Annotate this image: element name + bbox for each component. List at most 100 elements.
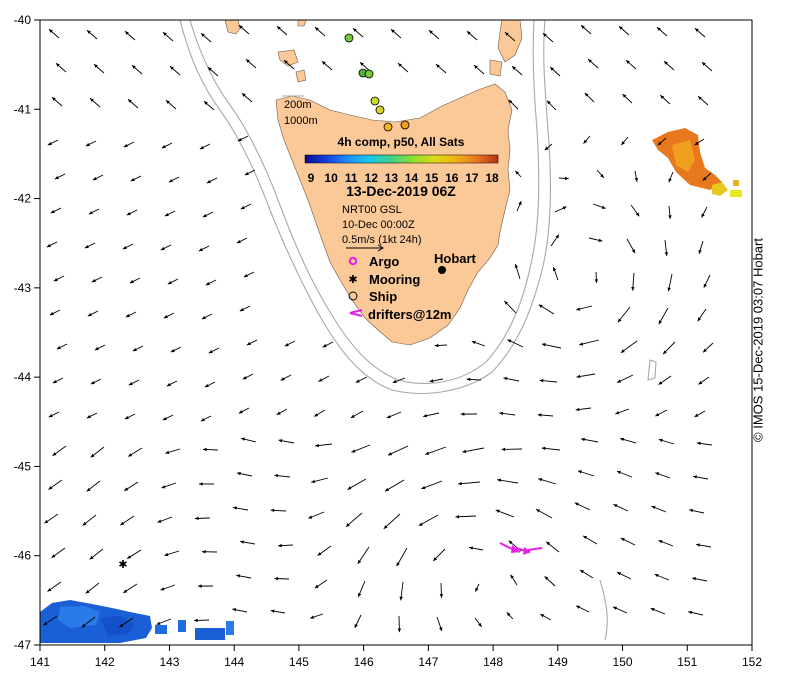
- current-arrow-head: [458, 481, 462, 486]
- current-arrow-head: [54, 175, 59, 180]
- current-arrow-head: [622, 94, 627, 98]
- current-arrow-head: [236, 574, 241, 578]
- current-arrow-head: [198, 482, 203, 486]
- current-arrow-head: [383, 525, 388, 529]
- argo-legend-item: Argo: [348, 254, 399, 269]
- current-arrow-head: [620, 437, 625, 442]
- current-arrow-head: [544, 146, 549, 151]
- current-arrow-head: [357, 559, 362, 564]
- current-arrow-head: [588, 59, 592, 63]
- current-arrow-head: [346, 523, 350, 527]
- current-arrow-head: [359, 62, 364, 66]
- colorbar-tick-label: 11: [345, 171, 358, 185]
- current-arrow-head: [555, 234, 559, 239]
- current-arrow-head: [130, 177, 135, 182]
- current-arrow-head: [399, 596, 403, 601]
- current-arrow-head: [124, 415, 129, 420]
- current-arrow-head: [428, 30, 433, 34]
- current-arrow-head: [584, 92, 589, 97]
- current-arrow-head: [347, 486, 352, 490]
- current-arrow-head: [615, 411, 620, 415]
- current-arrow-head: [354, 623, 358, 628]
- current-arrow-head: [200, 33, 205, 37]
- current-arrow-head: [613, 504, 618, 508]
- colorbar-tick-label: 17: [465, 171, 479, 185]
- current-arrow-head: [236, 239, 241, 244]
- y-tick-label: -46: [14, 549, 32, 563]
- current-arrow-head: [702, 176, 707, 181]
- current-arrow-head: [621, 141, 625, 146]
- current-arrow-head: [626, 60, 630, 64]
- x-tick-label: 152: [742, 655, 762, 669]
- y-tick-label: -40: [14, 13, 32, 27]
- current-arrow-head: [237, 137, 242, 142]
- y-tick-label: -42: [14, 192, 32, 206]
- current-arrow-head: [123, 589, 128, 593]
- x-tick-label: 142: [95, 655, 115, 669]
- current-arrow-head: [631, 286, 635, 291]
- current-arrow-head: [546, 541, 551, 546]
- current-arrow-head: [56, 345, 61, 350]
- current-arrow-head: [207, 67, 212, 71]
- current-arrow-head: [162, 32, 167, 36]
- current-arrow-head: [651, 505, 656, 510]
- colorbar-bar: [304, 154, 499, 164]
- current-arrow-head: [355, 379, 360, 383]
- current-arrow-head: [206, 179, 211, 184]
- x-tick-label: 146: [354, 655, 374, 669]
- current-arrow-head: [201, 315, 206, 320]
- current-arrow-head: [539, 378, 544, 383]
- y-tick-label: -43: [14, 281, 32, 295]
- current-arrow-head: [658, 438, 663, 443]
- current-arrow: [383, 513, 401, 530]
- current-arrow-head: [668, 178, 672, 183]
- current-arrow-head: [164, 552, 169, 557]
- tasmania-land: [224, 20, 523, 346]
- current-arrow-head: [469, 546, 473, 550]
- current-arrow-head: [504, 32, 509, 36]
- current-arrow-head: [601, 205, 606, 209]
- current-arrow-head: [455, 514, 460, 519]
- current-arrow-head: [692, 577, 697, 581]
- current-arrow-head: [314, 584, 319, 589]
- current-arrow-head: [245, 59, 250, 63]
- current-arrow-head: [583, 535, 588, 540]
- current-arrow-head: [508, 540, 513, 545]
- current-arrow-head: [89, 555, 94, 560]
- current-arrow-head: [88, 210, 93, 215]
- current-arrow-head: [270, 609, 275, 613]
- current-arrow-head: [240, 540, 244, 544]
- current-arrow-head: [314, 413, 319, 417]
- current-arrow-head: [654, 573, 659, 578]
- current-arrow-head: [350, 414, 355, 418]
- y-tick-label: -47: [14, 638, 32, 652]
- current-arrow-head: [703, 283, 707, 288]
- current-arrow-head: [315, 443, 319, 448]
- current-arrow-head: [658, 381, 663, 385]
- current-arrow-head: [495, 509, 500, 513]
- current-date-label: 10-Dec 00:00Z: [342, 219, 415, 231]
- sst-colorbar: [304, 154, 499, 164]
- current-arrow-head: [655, 472, 660, 476]
- current-arrow-head: [694, 413, 699, 417]
- sst-patch-southwest: [40, 600, 234, 643]
- current-arrow-head: [386, 414, 391, 419]
- current-arrow-head: [123, 143, 128, 148]
- current-arrow-head: [657, 141, 662, 146]
- current-arrow-head: [546, 100, 551, 105]
- current-arrow-head: [689, 508, 694, 513]
- current-arrow-head: [515, 170, 520, 175]
- current-arrow-head: [655, 412, 660, 417]
- current-arrow-head: [617, 318, 622, 323]
- x-tick-label: 151: [677, 655, 697, 669]
- current-arrow-head: [310, 615, 315, 619]
- current-arrow-head: [466, 377, 471, 382]
- current-arrow-head: [160, 587, 165, 591]
- scale-arrow: [346, 244, 384, 252]
- hobart-marker: [438, 266, 446, 274]
- current-arrow-head: [85, 142, 90, 147]
- current-arrow-head: [318, 378, 323, 382]
- current-arrow-head: [351, 449, 356, 453]
- x-tick-label: 143: [159, 655, 179, 669]
- current-arrow-head: [47, 141, 52, 146]
